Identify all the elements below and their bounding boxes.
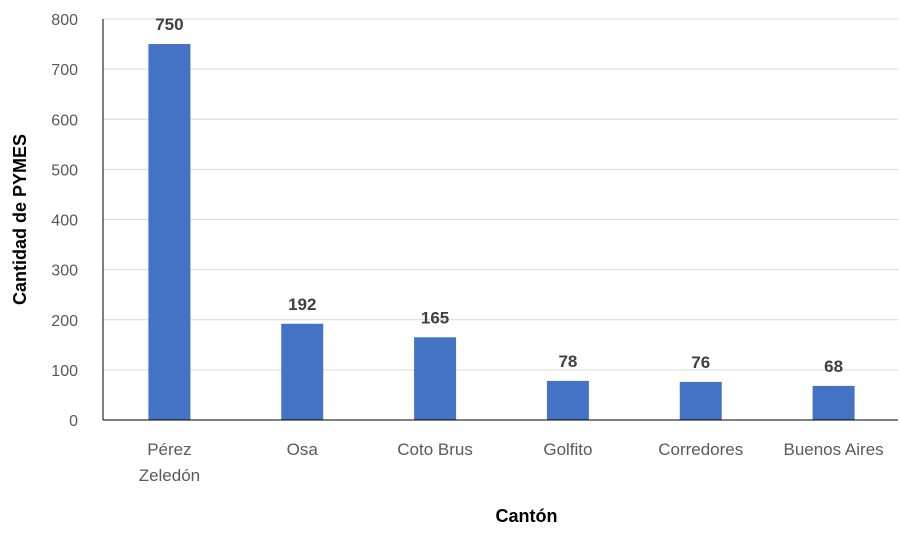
x-axis-categories: Pérez Zeledón Osa Coto Brus Golfito Corredore… [139, 440, 884, 485]
bar [546, 380, 589, 420]
y-tick-label: 300 [51, 263, 78, 280]
data-label: 165 [421, 308, 449, 327]
y-tick-label: 0 [69, 413, 78, 430]
x-category-label: Zeledón [139, 466, 200, 485]
data-label: 76 [691, 353, 710, 372]
bar [679, 381, 722, 420]
bar [812, 385, 855, 420]
y-tick-label: 100 [51, 363, 78, 380]
bar [281, 323, 324, 420]
y-axis-ticks: 0 100 200 300 400 500 600 700 800 [51, 12, 78, 430]
x-axis-title: Cantón [496, 506, 558, 526]
x-category-label: Buenos Aires [783, 440, 883, 459]
data-label: 68 [824, 357, 843, 376]
x-category-label: Coto Brus [397, 440, 473, 459]
bar [414, 337, 457, 420]
y-axis-title: Cantidad de PYMES [10, 134, 30, 305]
gridlines [103, 18, 898, 371]
y-tick-label: 700 [51, 62, 78, 79]
data-label: 750 [155, 15, 183, 34]
bar [148, 44, 191, 420]
data-labels: 750 192 165 78 76 68 [155, 15, 843, 376]
y-tick-label: 600 [51, 112, 78, 129]
x-category-label: Corredores [658, 440, 743, 459]
y-tick-label: 400 [51, 213, 78, 230]
y-tick-label: 500 [51, 162, 78, 179]
data-label: 192 [288, 295, 316, 314]
y-tick-label: 800 [51, 12, 78, 29]
x-category-label: Golfito [543, 440, 592, 459]
bars [148, 44, 855, 420]
x-category-label: Osa [287, 440, 319, 459]
data-label: 78 [558, 352, 577, 371]
y-tick-label: 200 [51, 313, 78, 330]
x-category-label: Pérez [147, 440, 191, 459]
